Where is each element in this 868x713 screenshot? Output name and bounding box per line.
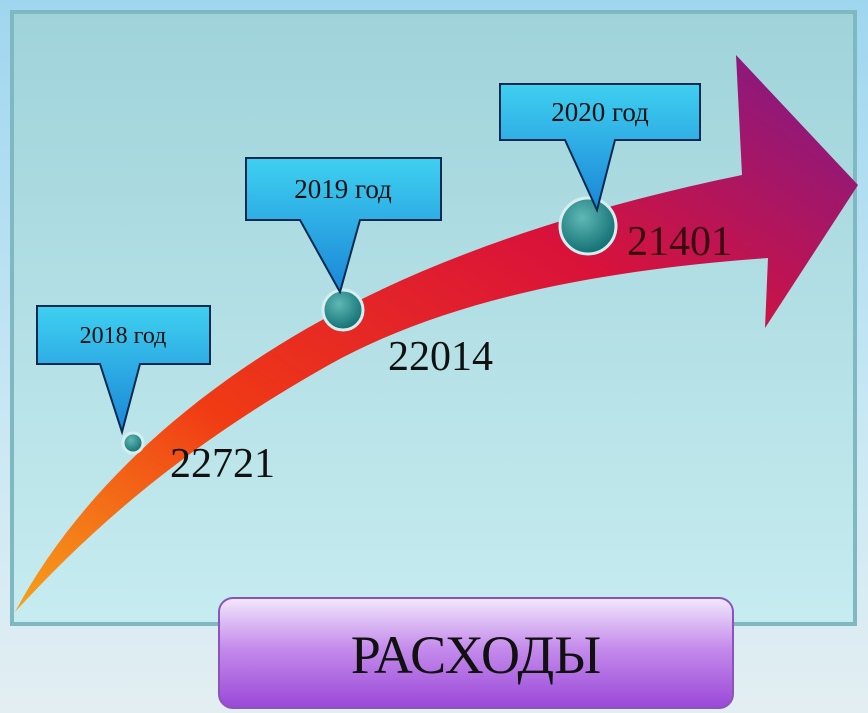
title-button: [218, 597, 734, 709]
callout: [499, 83, 701, 213]
callout: [36, 305, 211, 436]
year-label: 2019 год: [294, 174, 392, 204]
title: РАСХОДЫ: [351, 625, 602, 685]
year-label: 2018 год: [80, 323, 167, 349]
point-marker: [558, 196, 618, 256]
callout: [245, 157, 442, 295]
value-label: 21401: [627, 219, 732, 265]
value-label: 22721: [170, 441, 275, 487]
growth-arrow: [15, 55, 858, 612]
year-label: 2020 год: [551, 97, 649, 127]
point-marker: [121, 431, 145, 455]
value-label: 22014: [388, 334, 493, 380]
point-marker: [321, 288, 365, 332]
